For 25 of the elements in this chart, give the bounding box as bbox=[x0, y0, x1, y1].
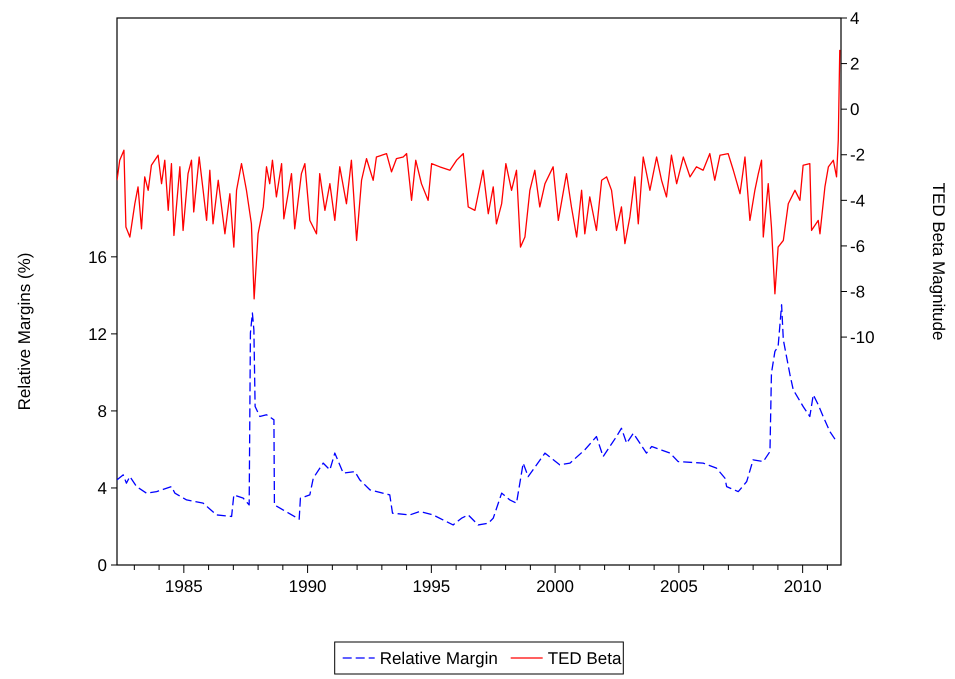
y2-tick-label: -8 bbox=[850, 282, 866, 302]
y2-tick-label: -10 bbox=[850, 328, 875, 348]
y-tick-label: 4 bbox=[98, 478, 107, 498]
y-tick-label: 12 bbox=[88, 324, 107, 344]
x-tick-label: 1995 bbox=[412, 577, 450, 596]
y2-tick-label: 2 bbox=[850, 54, 860, 74]
x-tick-label: 2010 bbox=[784, 577, 822, 596]
x-tick-label: 2005 bbox=[660, 577, 698, 596]
y2-tick-label: -6 bbox=[850, 236, 866, 256]
legend-label: Relative Margin bbox=[380, 648, 498, 668]
line-series bbox=[117, 304, 838, 526]
legend-label: TED Beta bbox=[548, 648, 622, 668]
y-tick-label: 0 bbox=[98, 556, 107, 575]
x-tick-label: 2000 bbox=[536, 577, 574, 596]
x-tick-label: 1990 bbox=[288, 577, 327, 596]
x-tick-label: 1985 bbox=[164, 577, 203, 596]
y2-axis-title: TED Beta Magnitude bbox=[929, 182, 948, 340]
y-tick-label: 8 bbox=[98, 402, 107, 421]
y-tick-label: 16 bbox=[88, 248, 107, 267]
y2-tick-label: 0 bbox=[850, 100, 860, 120]
y2-tick-label: 4 bbox=[850, 8, 860, 28]
y2-tick-label: -2 bbox=[850, 146, 866, 165]
line-series bbox=[117, 49, 840, 300]
y2-tick-label: -4 bbox=[850, 191, 866, 210]
y-axis-title: Relative Margins (%) bbox=[15, 252, 34, 410]
